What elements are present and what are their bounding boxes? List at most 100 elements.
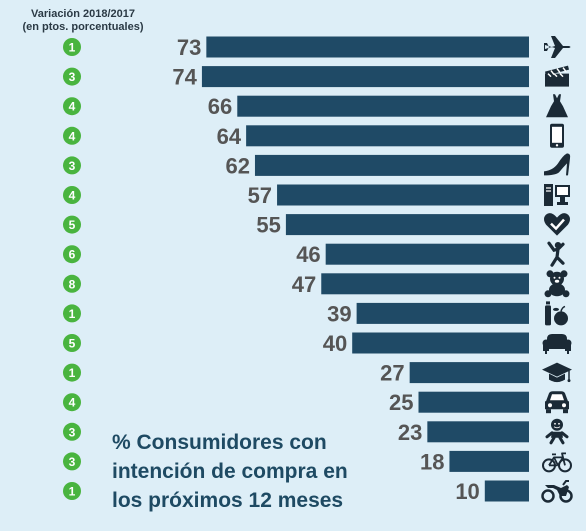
variation-badge-circle [63, 304, 81, 323]
bar [254, 154, 529, 176]
bar-value-label: 10 [455, 479, 479, 504]
bar-value-label: 57 [248, 183, 272, 208]
variation-value: 3 [69, 455, 76, 469]
variation-value: 4 [69, 129, 76, 143]
variation-value: 4 [69, 100, 76, 114]
variation-value: 1 [69, 366, 76, 380]
variation-badge: 5 [63, 334, 81, 352]
bar [449, 450, 529, 472]
variation-badge-circle [63, 67, 81, 86]
variation-badge-circle [63, 422, 81, 441]
variation-badge: 3 [63, 156, 81, 175]
variation-value: 3 [69, 70, 76, 84]
bar-value-label: 73 [177, 35, 201, 60]
variation-value: 4 [69, 189, 76, 203]
variation-badge: 3 [63, 422, 81, 441]
bar [427, 421, 529, 443]
variation-badge: 5 [63, 215, 81, 234]
teddy-bear-icon [544, 270, 570, 298]
bar [484, 480, 529, 502]
baby-icon [545, 418, 569, 445]
bar [418, 391, 529, 413]
caption-line1: % Consumidores con [112, 431, 327, 454]
high-heel-icon [544, 153, 571, 176]
bar-value-label: 18 [420, 449, 444, 474]
bar-value-label: 74 [172, 65, 197, 90]
variation-badge: 8 [63, 274, 81, 293]
motorcycle-icon [541, 480, 573, 503]
variation-badge-circle [63, 363, 81, 382]
bar [246, 125, 529, 147]
bar-value-label: 46 [296, 242, 320, 267]
variation-value: 5 [69, 218, 76, 232]
bar [206, 36, 529, 58]
bicycle-icon [542, 452, 572, 473]
variation-badge-circle [63, 482, 81, 500]
variation-header: Variación 2018/2017 (en ptos. porcentual… [8, 8, 158, 34]
bar-value-label: 39 [327, 301, 351, 326]
smartphone-icon [550, 123, 564, 148]
variation-badge: 1 [63, 482, 81, 500]
variation-badge-circle [63, 274, 81, 293]
variation-badge-circle [63, 393, 81, 412]
bar-value-label: 55 [256, 213, 280, 238]
variation-value: 1 [69, 485, 76, 499]
variation-value: 8 [69, 277, 76, 291]
variation-badge: 1 [63, 363, 81, 382]
bar [285, 214, 529, 236]
variation-badge: 3 [63, 67, 81, 86]
variation-badge: 6 [63, 245, 81, 264]
heart-check-icon [544, 213, 570, 236]
variation-badge-circle [63, 245, 81, 264]
variation-value: 1 [69, 41, 76, 55]
variation-header-line2: (en ptos. porcentuales) [22, 21, 144, 33]
variation-badge: 1 [63, 304, 81, 323]
variation-value: 5 [69, 337, 76, 351]
variation-badge-circle [63, 126, 81, 145]
car-icon [545, 391, 569, 414]
fitness-icon [547, 241, 565, 267]
bar-value-label: 66 [208, 94, 232, 119]
caption-line2: intención de compra en [112, 460, 348, 483]
variation-badge-circle [63, 215, 81, 234]
bar [201, 66, 530, 88]
bar [352, 332, 529, 354]
variation-badge-circle [63, 156, 81, 175]
plane-icon [544, 36, 571, 58]
variation-badge: 3 [63, 452, 81, 471]
variation-badge-circle [63, 186, 81, 204]
caption-line3: los próximos 12 meses [112, 489, 344, 512]
variation-badge-circle [63, 452, 81, 471]
bar-value-label: 25 [389, 390, 413, 415]
variation-value: 3 [69, 425, 76, 439]
bar [237, 95, 529, 117]
variation-badge: 4 [63, 97, 81, 116]
sofa-icon [542, 334, 572, 354]
bar [409, 362, 529, 384]
dress-icon [546, 94, 568, 118]
variation-badge: 4 [63, 186, 81, 204]
chart-caption: % Consumidores con intención de compra e… [112, 428, 412, 515]
bar [325, 243, 529, 265]
variation-header-line1: Variación 2018/2017 [31, 8, 135, 20]
variation-badge-circle [63, 38, 81, 56]
groceries-icon [545, 301, 568, 326]
variation-badge-circle [63, 334, 81, 352]
variation-badge-circle [63, 97, 81, 116]
bar-value-label: 27 [380, 361, 404, 386]
bar-value-label: 40 [323, 331, 347, 356]
bar [277, 184, 529, 206]
variation-badge: 4 [63, 126, 81, 145]
clapperboard-icon [545, 65, 569, 87]
graduation-cap-icon [542, 362, 572, 383]
variation-value: 3 [69, 159, 76, 173]
bar-value-label: 62 [225, 153, 249, 178]
bar [321, 273, 529, 295]
variation-value: 6 [69, 248, 76, 262]
variation-badge: 1 [63, 38, 81, 56]
bar-value-label: 23 [398, 420, 422, 445]
variation-badge: 4 [63, 393, 81, 412]
bar [356, 302, 529, 324]
variation-value: 1 [69, 307, 76, 321]
